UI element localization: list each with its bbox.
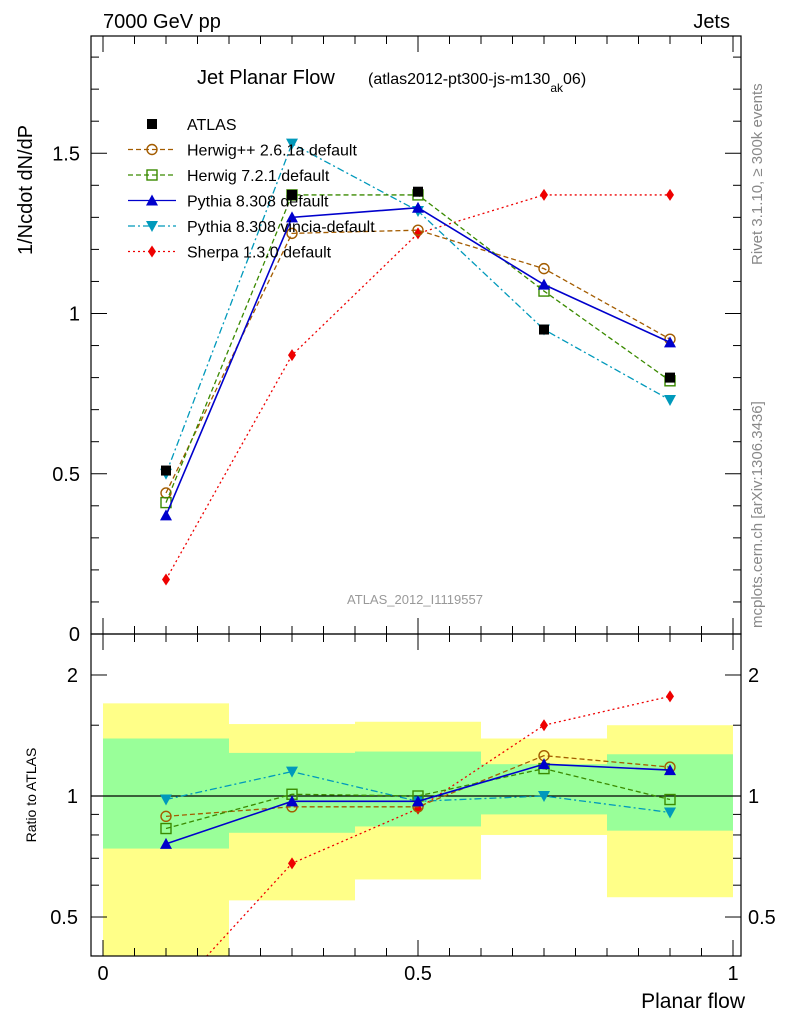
legend-marker-herwigpp	[146, 143, 158, 156]
main-ytick-label-2: 1	[69, 304, 80, 326]
point-pythia-1	[286, 211, 298, 223]
ratio-ytick-label-right-1: 1	[748, 786, 759, 808]
main-ytick-label-1: 0.5	[52, 464, 80, 486]
ratio-point-vincia-1	[286, 766, 298, 778]
ratio-point-herwig7-4	[664, 793, 676, 806]
legend-item-herwigpp: Herwig++ 2.6.1a default	[128, 143, 357, 160]
ratio-point-pythia-4	[664, 764, 676, 776]
analysis-label: ATLAS_2012_I1119557	[347, 592, 483, 607]
line-herwig7	[165, 194, 671, 503]
point-herwigpp-3	[538, 262, 550, 275]
legend-marker-sherpa	[148, 245, 156, 258]
ratio-series-pythia	[160, 758, 676, 849]
point-sherpa-1	[288, 349, 296, 362]
ratio-point-sherpa-0	[162, 994, 170, 1006]
ratio-ytick-label-right-2: 2	[748, 665, 759, 687]
series-pythia	[160, 201, 676, 521]
main-marks	[160, 138, 676, 586]
main-ytick-label-4: 2	[69, 0, 80, 5]
x-tick-label-1: 0.5	[404, 963, 432, 985]
ratio-ytick-label-right-0: 0.5	[748, 907, 776, 929]
legend-label-vincia: Pythia 8.308 vincia-default	[187, 219, 375, 236]
legend-label-herwig7: Herwig 7.2.1 default	[187, 168, 330, 185]
point-pythia-4	[664, 336, 676, 348]
series-herwigpp	[160, 224, 676, 499]
point-sherpa-4	[666, 188, 674, 201]
series-atlas	[161, 186, 675, 476]
main-panel: 00.511.522.533.5 Jet Planar Flow (atlas2…	[15, 0, 742, 646]
point-vincia-1	[286, 138, 298, 150]
legend-marker-vincia	[146, 221, 158, 232]
point-pythia-2	[412, 201, 424, 213]
legend-marker-herwig7	[146, 169, 158, 181]
band-green-3	[481, 764, 607, 815]
ratio-point-pythia-1	[286, 795, 298, 807]
ratio-point-herwigpp-0	[160, 810, 172, 823]
main-ytick-label-0: 0	[69, 624, 80, 646]
process-label: Jets	[693, 11, 730, 33]
band-green-1	[229, 752, 355, 833]
legend-item-herwig7: Herwig 7.2.1 default	[128, 168, 330, 185]
legend-label-herwigpp: Herwig++ 2.6.1a default	[187, 143, 357, 160]
point-pythia-0	[160, 509, 172, 521]
point-sherpa-0	[162, 573, 170, 586]
ratio-ytick-label-2: 2	[67, 665, 78, 687]
point-atlas-3	[539, 324, 549, 335]
legend-item-pythia: Pythia 8.308 default	[128, 194, 329, 211]
point-sherpa-2	[414, 227, 422, 240]
main-ticks: 00.511.522.533.5	[52, 0, 741, 646]
point-atlas-4	[665, 372, 675, 383]
mcplots-label: mcplots.cern.ch [arXiv:1306.3436]	[749, 401, 766, 628]
ratio-point-pythia-0	[160, 837, 172, 849]
ratio-y-axis-label: Ratio to ATLAS	[23, 748, 39, 843]
legend-label-pythia: Pythia 8.308 default	[187, 194, 329, 211]
point-atlas-0	[161, 465, 171, 476]
point-vincia-4	[664, 395, 676, 407]
point-herwigpp-1	[286, 227, 298, 240]
ratio-point-sherpa-4	[666, 690, 674, 703]
ratio-point-vincia-3	[538, 791, 550, 802]
ratio-point-vincia-4	[664, 807, 676, 819]
legend-item-sherpa: Sherpa 1.3.0 default	[128, 245, 332, 262]
point-herwigpp-2	[412, 224, 424, 236]
legend-item-vincia: Pythia 8.308 vincia-default	[128, 219, 375, 236]
point-sherpa-3	[540, 188, 548, 201]
ratio-ytick-label-1: 1	[67, 786, 78, 808]
rivet-label: Rivet 3.1.10, ≥ 300k events	[749, 83, 766, 265]
ratio-point-pythia-3	[538, 758, 550, 770]
ratio-point-sherpa-3	[540, 719, 548, 732]
ratio-point-pythia-2	[412, 795, 424, 807]
point-atlas-1	[287, 189, 297, 200]
main-ytick-label-3: 1.5	[52, 143, 80, 165]
legend-marker-atlas	[147, 119, 157, 129]
energy-label: 7000 GeV pp	[103, 11, 221, 33]
line-sherpa	[165, 194, 670, 580]
ratio-panel: 0.5 0.5 1 1 2 2 0 0.5 1 Ratio to ATLAS	[23, 633, 776, 1006]
chart-title: Jet Planar Flow	[197, 67, 335, 89]
legend-item-atlas: ATLAS	[147, 117, 237, 134]
chart-title-tag: (atlas2012-pt300-js-m130ak06)	[368, 71, 586, 95]
point-atlas-2	[413, 186, 423, 197]
x-axis-label: Planar flow	[641, 990, 746, 1013]
ratio-line-herwigpp	[165, 754, 671, 817]
legend-label-sherpa: Sherpa 1.3.0 default	[187, 245, 332, 262]
x-tick-label-2: 1	[727, 963, 738, 985]
legend-label-atlas: ATLAS	[187, 117, 237, 134]
point-pythia-3	[538, 278, 550, 290]
band-green-0	[103, 738, 229, 849]
ratio-ytick-label-0: 0.5	[50, 907, 78, 929]
line-herwigpp	[165, 229, 671, 494]
x-tick-label-0: 0	[97, 963, 108, 985]
ratio-point-sherpa-1	[288, 857, 296, 870]
ratio-point-herwig7-0	[160, 822, 172, 835]
main-y-axis-label: 1/Ncdot dN/dP	[15, 125, 37, 255]
ratio-point-vincia-0	[160, 794, 172, 806]
legend-marker-pythia	[146, 194, 158, 206]
ratio-ticks: 0.5 0.5 1 1 2 2 0 0.5 1	[50, 634, 776, 985]
ratio-frame	[90, 633, 742, 957]
ratio-marks	[91, 690, 741, 1006]
legend: ATLAS Herwig++ 2.6.1a default Herwig 7.2.1…	[128, 117, 375, 262]
